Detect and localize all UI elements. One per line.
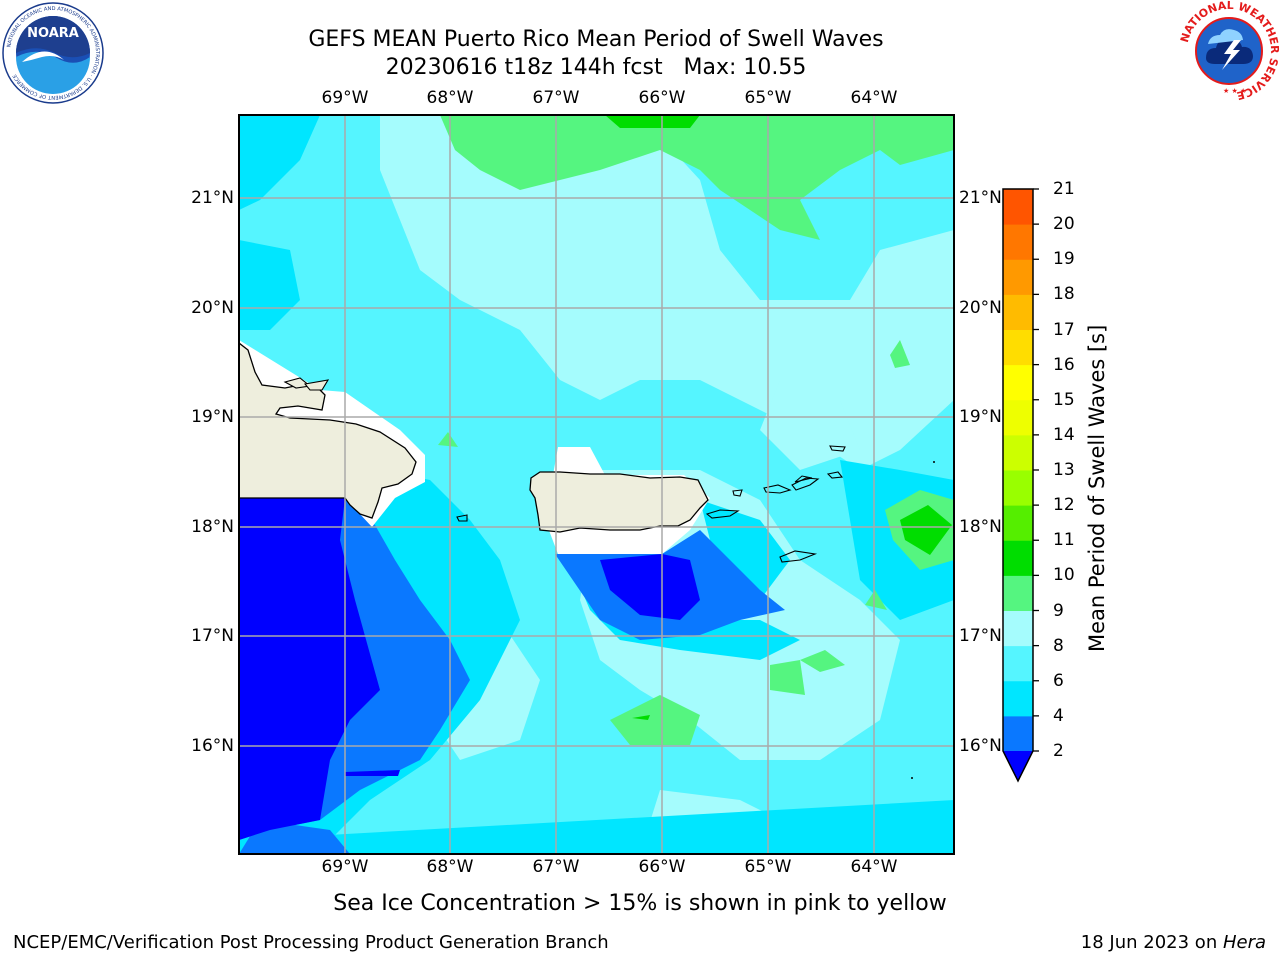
colorbar-tick-label: 17 (1053, 319, 1075, 340)
colorbar-segment (1003, 399, 1033, 436)
colorbar-segment (1003, 259, 1033, 295)
field-under-2s-pr (600, 554, 700, 620)
colorbar-tick-label: 18 (1053, 284, 1075, 305)
st-croix (779, 550, 818, 563)
colorbar-segment (1003, 434, 1033, 471)
colorbar-tick-label: 2 (1053, 741, 1064, 761)
colorbar-segment (1003, 329, 1033, 366)
colorbar-tick-label: 10 (1053, 565, 1075, 586)
footer-machine: Hera (1222, 932, 1266, 953)
lat-label-left-19n: 19°N (191, 407, 234, 427)
colorbar-segment (1003, 680, 1033, 717)
colorbar-tick-label: 9 (1053, 600, 1064, 621)
nws-logo: NATIONAL WEATHER SERVICE ★ ★ ★ (1178, 0, 1280, 102)
colorbar-segment (1003, 540, 1033, 576)
lon-label-top-67w: 67°W (532, 88, 580, 108)
lat-label-left-21n: 21°N (191, 188, 234, 208)
sea-ice-caption: Sea Ice Concentration > 15% is shown in … (333, 891, 947, 916)
field-10-11s-north (605, 115, 700, 128)
lat-label-right-21n: 21°N (959, 188, 1002, 208)
swell-period-map (238, 114, 955, 855)
lat-label-right-18n: 18°N (959, 517, 1002, 537)
lon-label-top-65w: 65°W (744, 88, 792, 108)
colorbar-segment (1003, 645, 1033, 682)
lat-label-right-20n: 20°N (959, 298, 1002, 318)
lat-label-right-16n: 16°N (959, 736, 1002, 756)
lon-label-bottom-67w: 67°W (532, 857, 580, 877)
colorbar-segment (1003, 294, 1033, 330)
colorbar-segment (1003, 470, 1033, 506)
vieques (705, 509, 740, 519)
lon-label-bottom-69w: 69°W (321, 857, 369, 877)
map-title: GEFS MEAN Puerto Rico Mean Period of Swe… (308, 27, 884, 52)
colorbar-segment (1003, 575, 1033, 611)
colorbar-segment (1003, 224, 1033, 260)
colorbar-tick-label: 6 (1053, 670, 1064, 691)
colorbar-under-arrow (1003, 751, 1033, 781)
colorbar-segment (1003, 715, 1033, 752)
colorbar-tick-label: 12 (1053, 495, 1075, 516)
noaa-logo: NATIONAL OCEANIC AND ATMOSPHERIC ADMINIS… (2, 2, 104, 104)
lat-label-left-16n: 16°N (191, 736, 234, 756)
colorbar-tick-label: 4 (1053, 705, 1064, 726)
footer-credit: NCEP/EMC/Verification Post Processing Pr… (13, 932, 609, 953)
colorbar-tick-label: 11 (1053, 530, 1075, 551)
colorbar-segment (1003, 364, 1033, 401)
culebra (732, 489, 743, 497)
footer-date: 18 Jun 2023 on (1080, 932, 1223, 953)
noaa-logo-name: NOARA (27, 26, 79, 41)
lon-label-top-68w: 68°W (426, 88, 474, 108)
lat-label-left-17n: 17°N (191, 626, 234, 646)
field-4-6s-nw (239, 115, 320, 210)
colorbar-segment (1003, 610, 1033, 647)
lat-label-left-18n: 18°N (191, 517, 234, 537)
st-thomas (763, 484, 792, 494)
colorbar-title: Mean Period of Swell Waves [s] (1085, 324, 1109, 652)
lat-label-right-17n: 17°N (959, 626, 1002, 646)
colorbar-tick-label: 13 (1053, 460, 1075, 480)
field-9-10s-south (610, 695, 700, 745)
anegada (829, 445, 846, 452)
lon-label-top-66w: 66°W (638, 88, 686, 108)
colorbar-tick-label: 20 (1053, 214, 1075, 235)
lon-label-bottom-64w: 64°W (850, 857, 898, 877)
mona-island (456, 514, 468, 522)
map-subtitle: 20230616 t18z 144h fcst Max: 10.55 (385, 55, 807, 80)
colorbar-tick-label: 19 (1053, 249, 1075, 270)
colorbar-tick-label: 16 (1053, 354, 1075, 375)
colorbar (1002, 188, 1039, 783)
lon-label-top-64w: 64°W (850, 88, 898, 108)
virgin-gorda (826, 471, 844, 479)
tortola (791, 477, 820, 491)
colorbar-tick-label: 8 (1053, 635, 1064, 656)
lon-label-bottom-68w: 68°W (426, 857, 474, 877)
colorbar-tick-label: 14 (1053, 424, 1075, 445)
lat-label-right-19n: 19°N (959, 407, 1002, 427)
field-8-9s-north (380, 115, 954, 470)
field-10-11s-east (900, 505, 952, 555)
footer-timestamp: 18 Jun 2023 on Hera (1081, 932, 1266, 953)
lon-label-top-69w: 69°W (321, 88, 369, 108)
colorbar-outline (1002, 188, 1034, 783)
svg-text:★ ★ ★: ★ ★ ★ (1223, 87, 1246, 95)
colorbar-segment (1003, 505, 1033, 541)
colorbar-tick-label: 21 (1053, 179, 1075, 199)
map-frame (238, 114, 955, 855)
graticule (239, 115, 954, 854)
colorbar-tick-label: 15 (1053, 389, 1075, 410)
lon-label-bottom-66w: 66°W (638, 857, 686, 877)
lat-label-left-20n: 20°N (191, 298, 234, 318)
field-9-10s-north (440, 115, 954, 240)
colorbar-segment (1003, 189, 1033, 225)
lon-label-bottom-65w: 65°W (744, 857, 792, 877)
puerto-rico-landmass (529, 471, 709, 533)
